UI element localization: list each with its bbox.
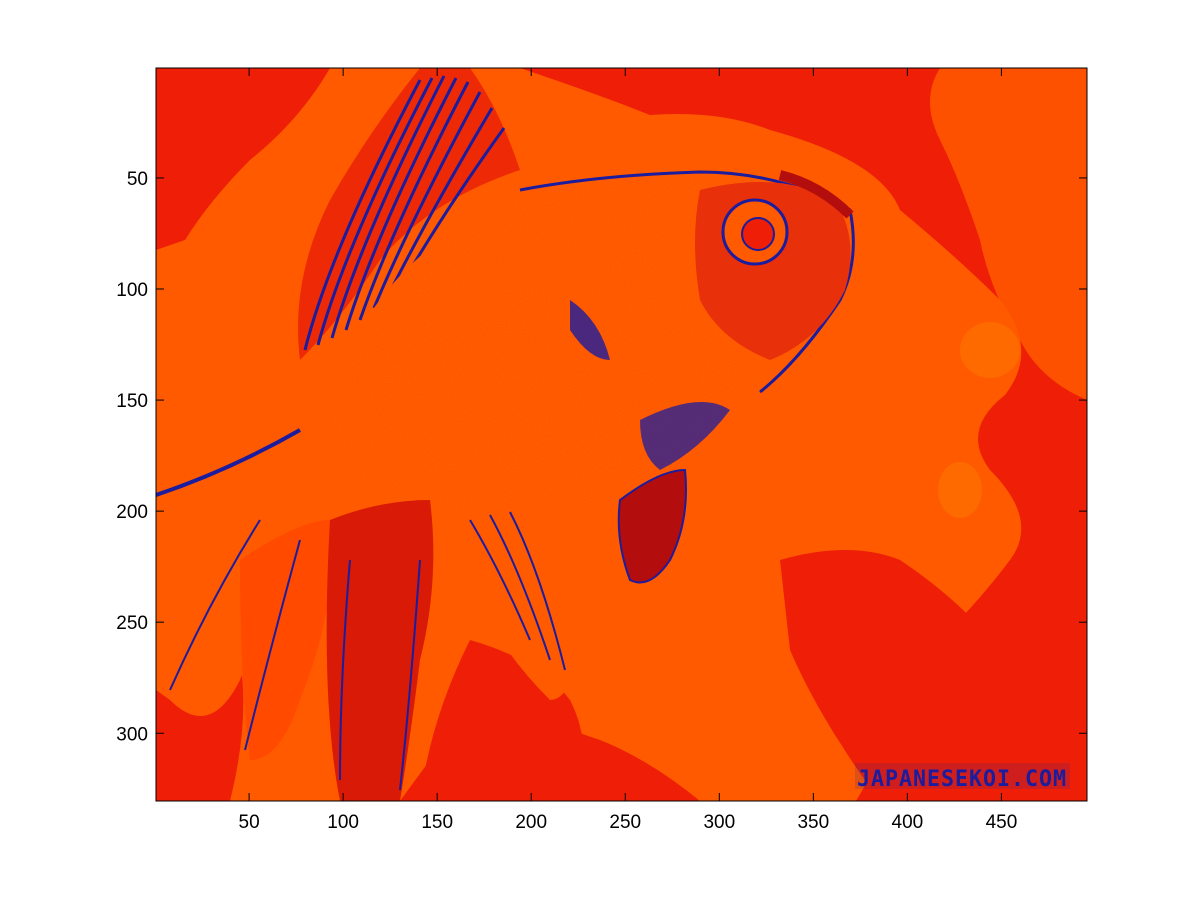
pelvic-fin-rays [469, 511, 566, 671]
goldfish-image: JAPANESEKOI.COM [156, 68, 1087, 801]
axes-frame [155, 67, 1088, 802]
svg-text:JAPANESEKOI.COM: JAPANESEKOI.COM [857, 767, 1067, 792]
x-tick-label: 200 [515, 812, 547, 833]
x-tick-label: 350 [797, 812, 829, 833]
tail-fin-upper [156, 430, 315, 716]
orange-lower-right-patch [728, 690, 850, 801]
tail-fin-edge [156, 428, 301, 497]
tail-fin-rays [169, 519, 421, 791]
tail-fin-middle [240, 520, 332, 760]
x-tick-label: 150 [421, 812, 453, 833]
y-tick-label: 300 [116, 724, 148, 745]
y-tick-label: 50 [127, 169, 148, 190]
pectoral-base [640, 402, 730, 470]
pectoral-fin [617, 468, 687, 584]
y-tick-label: 200 [116, 502, 148, 523]
orange-corner-blob [930, 68, 1087, 400]
y-tick-label: 100 [116, 280, 148, 301]
orange-bubble-2 [938, 462, 982, 518]
fish-pupil [741, 217, 775, 251]
x-tick-label: 400 [892, 812, 924, 833]
x-tick-label: 50 [239, 812, 260, 833]
x-tick-label: 300 [703, 812, 735, 833]
x-tick-label: 100 [327, 812, 359, 833]
red-lower-right-region [780, 550, 1087, 801]
dorsal-fin [298, 68, 520, 360]
y-tick-label: 250 [116, 613, 148, 634]
x-tick-label: 450 [986, 812, 1018, 833]
x-tick-label: 250 [609, 812, 641, 833]
red-topleft-region [156, 68, 330, 250]
y-axis: 50 100 150 200 250 300 [116, 169, 1087, 745]
gill-mark [570, 300, 610, 360]
watermark-logo: JAPANESEKOI.COM [855, 763, 1070, 792]
dorsal-fin-rays [303, 75, 506, 351]
head-shading [778, 170, 854, 219]
x-axis: 50 100 150 200 250 300 350 400 450 [239, 68, 1018, 833]
orange-bubble [960, 322, 1020, 378]
y-tick-label: 150 [116, 391, 148, 412]
